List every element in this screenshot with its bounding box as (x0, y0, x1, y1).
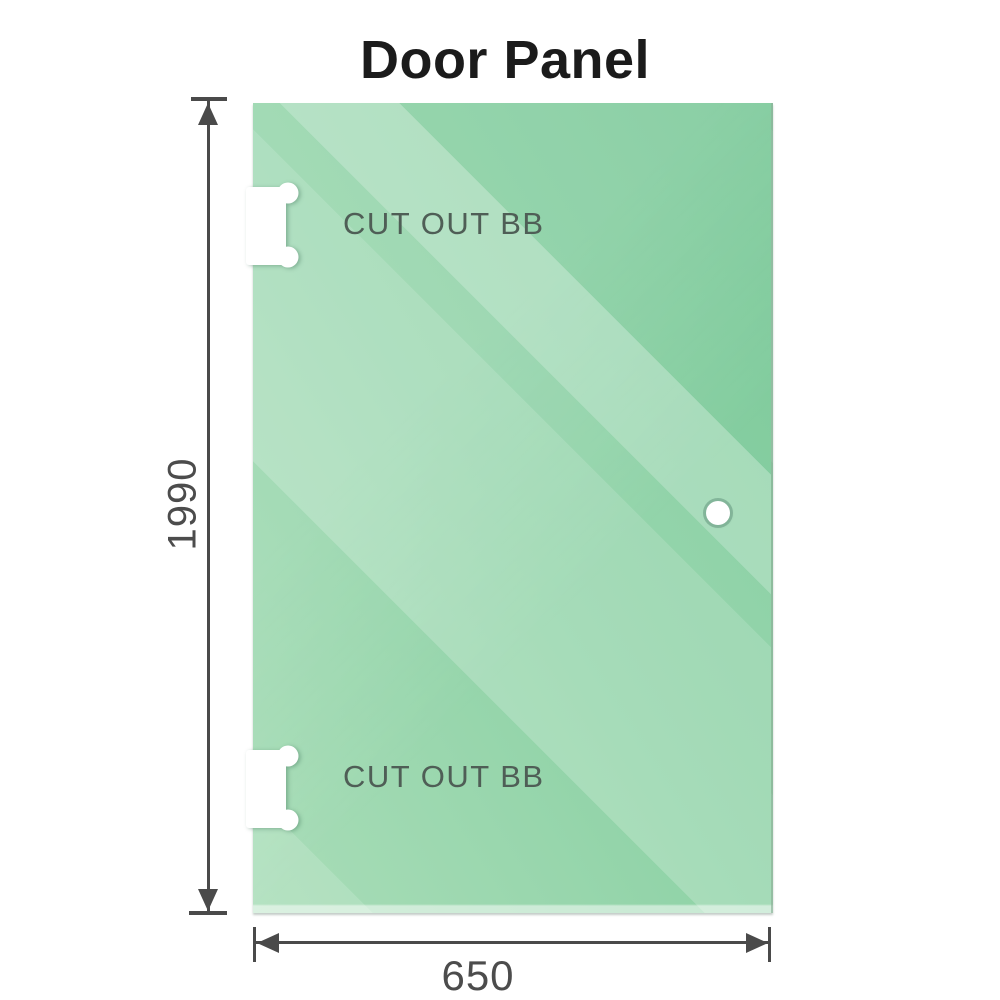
handle-hole (706, 501, 730, 525)
arrow-down-icon (198, 889, 218, 911)
hinge-cutout-bottom (246, 745, 299, 831)
width-dimension-line (256, 941, 768, 944)
width-dimension-label: 650 (441, 952, 515, 999)
door-panel-glass (253, 103, 773, 913)
height-dimension-bottom-cap (189, 911, 227, 915)
arrow-left-icon (257, 933, 279, 953)
cutout-label-bottom: CUT OUT BB (343, 759, 545, 794)
height-dimension-top-cap (191, 97, 227, 101)
arrow-right-icon (746, 933, 768, 953)
width-dimension-left-tick (253, 927, 256, 962)
cutout-label-top: CUT OUT BB (343, 206, 545, 241)
page-title: Door Panel (359, 30, 651, 90)
height-dimension-label: 1990 (160, 457, 205, 551)
width-dimension-right-tick (768, 927, 771, 962)
hinge-cutout-top (246, 182, 299, 268)
height-dimension-line (207, 100, 210, 912)
arrow-up-icon (198, 103, 218, 125)
